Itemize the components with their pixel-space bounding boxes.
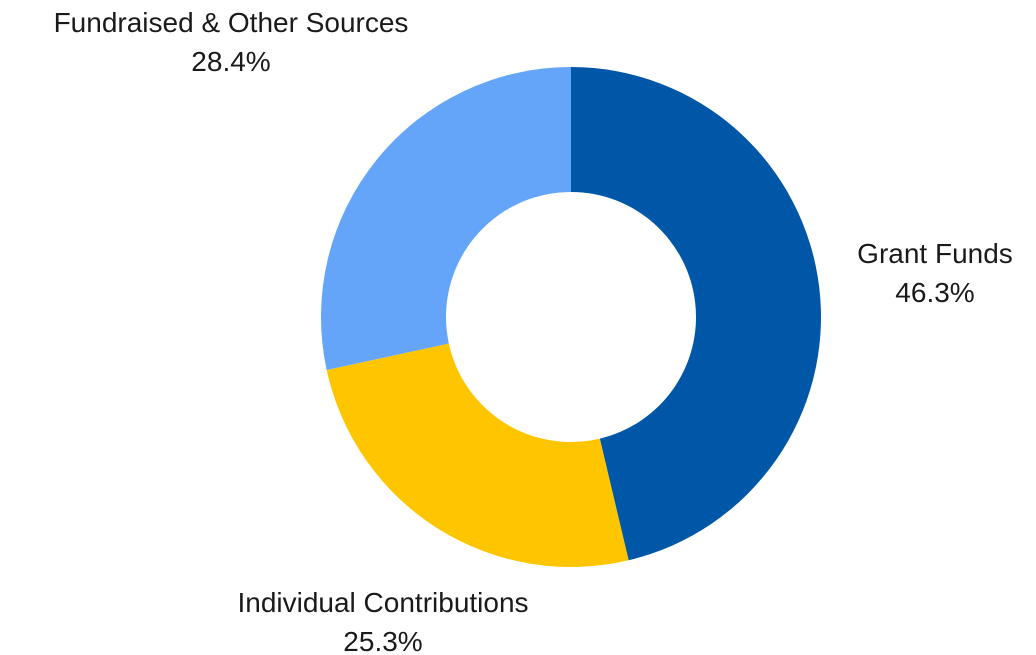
slice-name-label-grant-funds: Grant Funds [857,238,1013,269]
slice-labels: Grant Funds 46.3% Individual Contributions… [54,7,1013,655]
slice-individual-contributions [326,343,629,568]
slice-percent-label-grant-funds: 46.3% [895,277,974,308]
slice-name-label-fundraised-other-sources: Fundraised & Other Sources [54,7,409,38]
slice-grant-funds [571,67,822,561]
slice-percent-label-individual-contributions: 25.3% [343,626,422,655]
slice-percent-label-fundraised-other-sources: 28.4% [191,46,270,77]
slice-fundraised-other-sources [320,67,571,371]
donut-slices [320,67,822,568]
slice-name-label-individual-contributions: Individual Contributions [237,587,528,618]
